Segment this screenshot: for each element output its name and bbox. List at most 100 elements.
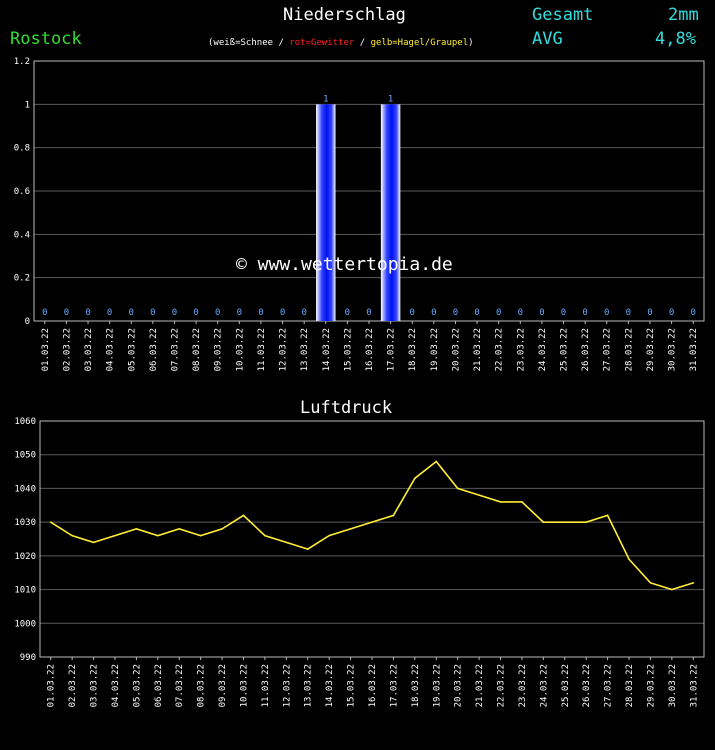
- bar-value-label: 0: [42, 308, 47, 318]
- legend-schnee: weiß=Schnee: [213, 38, 274, 48]
- x-tick-label: 20.03.22: [451, 328, 461, 371]
- bar-value-label: 0: [193, 308, 198, 318]
- x-tick-label: 23.03.22: [518, 664, 528, 707]
- pressure-point: [49, 521, 52, 523]
- y-tick-label: 1030: [14, 518, 36, 528]
- bar-value-label: 0: [474, 308, 479, 318]
- y-tick-label: 1050: [14, 451, 36, 461]
- bar-value-label: 0: [431, 308, 436, 318]
- x-tick-label: 29.03.22: [646, 664, 656, 707]
- pressure-point: [585, 521, 587, 523]
- bar-value-label: 0: [626, 308, 631, 318]
- x-tick-label: 04.03.22: [106, 328, 116, 371]
- pressure-point: [456, 487, 459, 490]
- y-tick-label: 1020: [14, 552, 36, 562]
- x-tick-label: 29.03.22: [646, 328, 656, 371]
- x-tick-label: 08.03.22: [192, 328, 202, 371]
- pressure-point: [242, 514, 245, 517]
- bar-value-label: 0: [345, 308, 350, 318]
- y-tick-label: 0.6: [14, 187, 30, 197]
- x-tick-label: 18.03.22: [408, 328, 418, 371]
- y-tick-label: 990: [20, 653, 36, 663]
- y-tick-label: 1: [25, 100, 30, 110]
- y-tick-label: 0.8: [14, 144, 30, 154]
- y-tick-label: 1060: [14, 417, 36, 427]
- x-tick-label: 25.03.22: [560, 328, 570, 371]
- city-name: Rostock: [10, 29, 82, 49]
- x-tick-label: 26.03.22: [581, 328, 591, 371]
- gesamt-value: 2mm: [668, 5, 699, 25]
- pressure-point: [628, 558, 630, 561]
- x-tick-label: 31.03.22: [689, 664, 699, 707]
- x-tick-label: 01.03.22: [41, 328, 51, 371]
- x-tick-label: 07.03.22: [175, 664, 185, 707]
- x-tick-label: 09.03.22: [214, 328, 224, 371]
- x-tick-label: 24.03.22: [539, 664, 549, 707]
- x-tick-label: 24.03.22: [538, 328, 548, 371]
- x-tick-label: 14.03.22: [322, 328, 332, 371]
- bar-value-label: 0: [258, 308, 263, 318]
- y-tick-label: 1.2: [14, 57, 30, 67]
- x-tick-label: 05.03.22: [132, 664, 142, 707]
- bar-value-label: 0: [301, 308, 306, 318]
- y-tick-label: 0: [25, 317, 30, 327]
- pressure-point: [285, 541, 288, 544]
- pressure-point: [349, 528, 352, 530]
- x-tick-label: 10.03.22: [239, 664, 249, 707]
- pressure-chart: 990 1000 1010 1020 1030 1040 1050 1060 01.03.22 0…: [14, 417, 705, 707]
- x-tick-label: 16.03.22: [365, 328, 375, 371]
- x-tick-label: 23.03.22: [516, 328, 526, 371]
- bar-value-label: 0: [107, 308, 112, 318]
- x-tick-label: 26.03.22: [582, 664, 592, 707]
- x-tick-label: 02.03.22: [62, 328, 72, 371]
- bar-value-label: 0: [496, 308, 501, 318]
- x-tick-label: 12.03.22: [279, 328, 289, 371]
- bar-value-label: 0: [647, 308, 652, 318]
- x-tick-label: 30.03.22: [668, 328, 678, 371]
- x-tick-label: 08.03.22: [197, 664, 207, 707]
- pressure-point: [649, 582, 652, 584]
- pressure-point: [178, 528, 181, 530]
- pressure-point: [92, 541, 95, 544]
- bar-value-label: 1: [388, 94, 393, 104]
- x-tick-label: 03.03.22: [84, 328, 94, 371]
- plot-frame: [39, 420, 705, 658]
- x-tick-label: 04.03.22: [111, 664, 121, 707]
- bar-value-label: 0: [280, 308, 285, 318]
- x-tick-label: 27.03.22: [604, 664, 614, 707]
- pressure-point: [606, 514, 609, 517]
- avg-value: 4,8%: [655, 29, 696, 49]
- bar-value-label: 1: [323, 94, 328, 104]
- chart-title-niederschlag: Niederschlag: [283, 5, 406, 25]
- precipitation-chart: 0 0.2 0.4 0.6 0.8 1 1.2 01.03.22 02.03.22 03.03.2…: [14, 57, 705, 371]
- bar-value-label: 0: [410, 308, 415, 318]
- gesamt-label: Gesamt: [532, 5, 594, 25]
- x-tick-label: 06.03.22: [154, 664, 164, 707]
- x-tick-label: 05.03.22: [127, 328, 137, 371]
- legend-hagel: gelb=Hagel/Graupel: [370, 38, 469, 48]
- pressure-point: [563, 521, 566, 523]
- legend-open: (: [208, 38, 214, 48]
- x-tick-label: 28.03.22: [624, 328, 634, 371]
- avg-label: AVG: [532, 29, 563, 49]
- bar-value-label: 0: [237, 308, 242, 318]
- bar-value-label: 0: [539, 308, 544, 318]
- x-tick-label: 20.03.22: [454, 664, 464, 707]
- x-tick-label: 11.03.22: [257, 328, 267, 371]
- x-tick-label: 28.03.22: [625, 664, 635, 707]
- pressure-point: [306, 548, 309, 550]
- bar-value-label: 0: [129, 308, 134, 318]
- x-tick-label: 17.03.22: [387, 328, 397, 371]
- x-tick-label: 17.03.22: [389, 664, 399, 707]
- pressure-point: [478, 494, 480, 496]
- x-tick-label: 27.03.22: [603, 328, 613, 371]
- bar-value-label: 0: [582, 308, 587, 318]
- x-tick-label: 12.03.22: [282, 664, 292, 707]
- y-tick-label: 0.4: [14, 230, 30, 240]
- pressure-point: [521, 501, 523, 503]
- pressure-point: [371, 521, 373, 523]
- pressure-point: [71, 534, 73, 537]
- x-tick-label: 01.03.22: [47, 664, 57, 707]
- bar-value-label: 0: [518, 308, 523, 318]
